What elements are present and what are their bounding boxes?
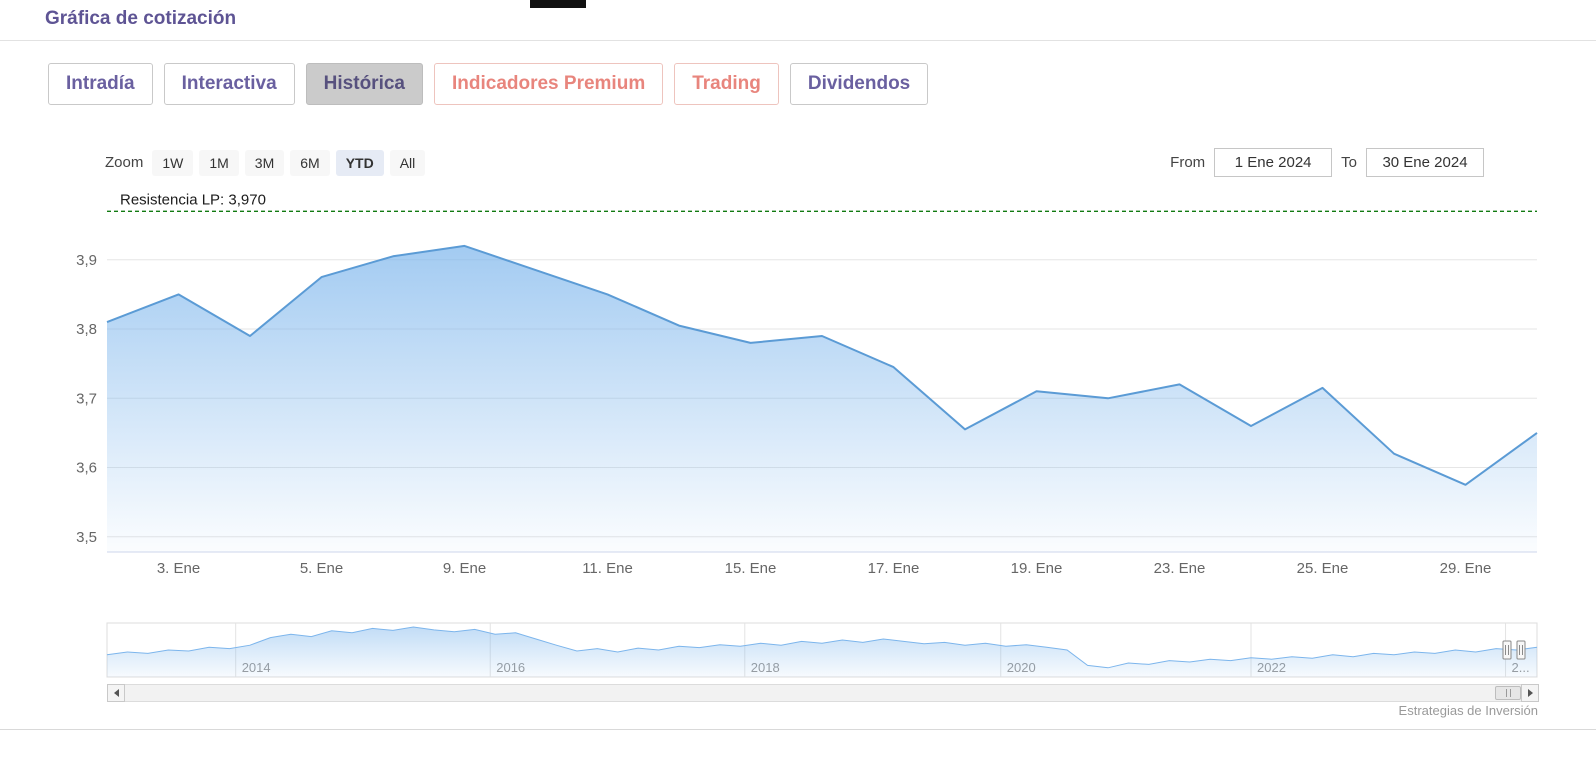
right-arrow-icon [1527, 689, 1533, 697]
x-axis-label: 23. Ene [1154, 560, 1206, 577]
navigator-right-handle[interactable] [1516, 640, 1526, 660]
y-axis-label: 3,7 [76, 390, 97, 407]
scrollbar-track[interactable] [125, 684, 1521, 702]
thumb-grip-icon [1505, 689, 1511, 697]
y-axis-label: 3,5 [76, 529, 97, 546]
navigator-area-fill [107, 627, 1537, 677]
scroll-left-button[interactable] [107, 684, 125, 702]
from-date-input[interactable] [1214, 148, 1333, 177]
top-artifact [530, 0, 586, 8]
zoom-button-1m[interactable]: 1M [199, 149, 239, 176]
title-divider [0, 40, 1596, 41]
tab-dividendos[interactable]: Dividendos [789, 63, 929, 105]
zoom-button-1w[interactable]: 1W [152, 149, 194, 176]
x-axis-label: 25. Ene [1297, 560, 1349, 577]
zoom-buttons: 1W 1M 3M 6M YTD All [152, 149, 426, 176]
from-label: From [1170, 154, 1206, 171]
to-date-input[interactable] [1366, 148, 1484, 177]
left-arrow-icon [113, 689, 119, 697]
tab-historica[interactable]: Histórica [305, 63, 423, 105]
x-axis-label: 5. Ene [300, 560, 343, 577]
tab-intradia[interactable]: Intradía [48, 63, 153, 105]
tab-indicadores-premium[interactable]: Indicadores Premium [433, 63, 664, 105]
zoom-group: Zoom 1W 1M 3M 6M YTD All [105, 149, 426, 176]
navigator-scrollbar [107, 684, 1539, 702]
x-axis-label: 15. Ene [725, 560, 777, 577]
navigator-line [106, 626, 1538, 669]
zoom-button-all[interactable]: All [389, 149, 426, 176]
zoom-button-3m[interactable]: 3M [244, 149, 285, 176]
scrollbar-thumb[interactable] [1495, 686, 1521, 700]
y-axis-label: 3,9 [76, 252, 97, 269]
zoom-button-ytd[interactable]: YTD [335, 149, 384, 176]
navigator-left-handle[interactable] [1502, 640, 1512, 660]
price-line [106, 244, 1538, 486]
tab-trading[interactable]: Trading [674, 63, 779, 105]
chart-credit: Estrategias de Inversión [1398, 703, 1538, 718]
x-axis-label: 29. Ene [1440, 560, 1492, 577]
chart-mode-tabs: Intradía Interactiva Histórica Indicadores … [48, 63, 929, 105]
price-area-chart[interactable]: 3,5 3,6 3,7 3,8 3,9 3. Ene 5. Ene 9. Ene 11. Ene… [40, 185, 1540, 587]
date-range-group: From To [1170, 148, 1484, 177]
scroll-right-button[interactable] [1521, 684, 1539, 702]
zoom-label: Zoom [105, 154, 144, 171]
to-label: To [1341, 154, 1357, 171]
price-area-fill [107, 245, 1537, 552]
resistance-label: Resistencia LP: 3,970 [120, 191, 266, 208]
x-axis-label: 17. Ene [868, 560, 920, 577]
page-title: Gráfica de cotización [45, 8, 237, 29]
zoom-button-6m[interactable]: 6M [290, 149, 330, 176]
chart-navigator[interactable]: 201420162018202020222... [40, 620, 1540, 682]
x-axis-label: 9. Ene [443, 560, 486, 577]
y-axis-label: 3,6 [76, 460, 97, 477]
x-axis-label: 11. Ene [582, 560, 633, 577]
bottom-divider [0, 729, 1596, 730]
x-axis-label: 19. Ene [1011, 560, 1063, 577]
x-axis-label: 3. Ene [157, 560, 200, 577]
tab-interactiva[interactable]: Interactiva [163, 63, 295, 105]
y-axis-label: 3,8 [76, 321, 97, 338]
